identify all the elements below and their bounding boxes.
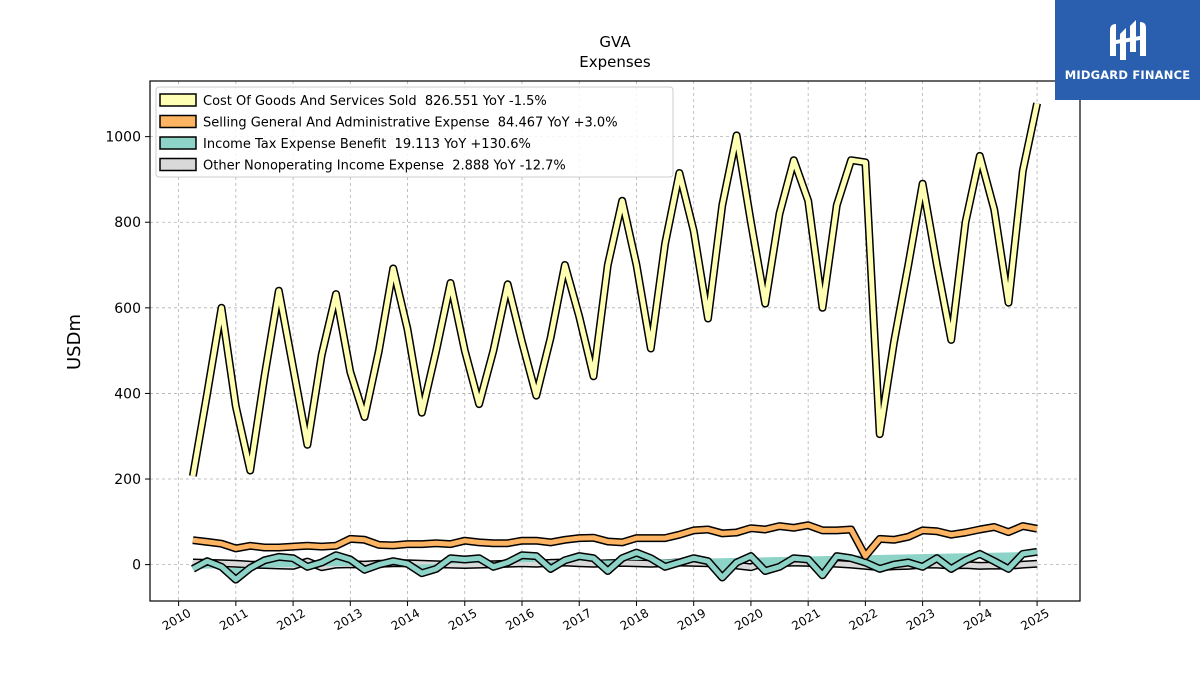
y-tick-label: 400	[114, 386, 141, 402]
x-tick-label: 2014	[389, 606, 422, 633]
legend-item: Cost Of Goods And Services Sold 826.551 …	[159, 93, 547, 109]
x-tick-label: 2015	[446, 606, 479, 633]
series-1	[188, 102, 1042, 477]
x-tick-label: 2013	[332, 606, 365, 633]
logo-mark-icon	[1109, 20, 1146, 60]
series-line	[192, 522, 1038, 559]
y-tick-label: 800	[114, 215, 141, 231]
legend-swatch	[159, 157, 197, 172]
x-tick-label: 2012	[274, 606, 307, 633]
legend-label: Selling General And Administrative Expen…	[203, 116, 618, 131]
legend-item: Other Nonoperating Income Expense 2.888 …	[159, 157, 566, 174]
legend-box	[155, 86, 674, 178]
chart-subtitle: Expenses	[579, 53, 651, 71]
y-tick-label: 1000	[105, 130, 141, 146]
x-tick-label: 2024	[961, 606, 994, 633]
legend: Cost Of Goods And Services Sold 826.551 …	[155, 86, 674, 178]
brand-name: MIDGARD FINANCE	[1064, 68, 1191, 82]
y-axis-label: USDm	[64, 314, 85, 370]
y-tick-label: 200	[114, 472, 141, 488]
chart-title: GVA	[599, 33, 631, 51]
x-tick-label: 2025	[1018, 606, 1051, 633]
legend-item: Income Tax Expense Benefit 19.113 YoY +1…	[159, 136, 531, 152]
plot-frame	[149, 80, 1081, 602]
x-tick-label: 2017	[561, 606, 594, 633]
x-tick-label: 2018	[618, 606, 651, 633]
series-line	[190, 102, 1040, 477]
series-area	[192, 551, 1038, 580]
series-layer	[188, 102, 1042, 584]
legend-label: Income Tax Expense Benefit 19.113 YoY +1…	[203, 137, 531, 152]
series-line	[191, 549, 1038, 583]
x-tick-label: 2016	[503, 606, 536, 633]
legend-label: Cost Of Goods And Services Sold 826.551 …	[203, 94, 547, 109]
series-3	[191, 547, 1038, 584]
legend-item: Selling General And Administrative Expen…	[159, 114, 618, 131]
legend-label: Other Nonoperating Income Expense 2.888 …	[203, 159, 566, 174]
legend-swatch	[159, 136, 197, 150]
series-2	[192, 521, 1038, 561]
legend-swatch	[159, 93, 197, 107]
x-tick-label: 2021	[789, 606, 822, 633]
y-tick-label: 0	[132, 558, 141, 574]
brand-logo: MIDGARD FINANCE	[1055, 0, 1200, 100]
x-tick-label: 2022	[847, 606, 880, 633]
x-tick-label: 2011	[217, 606, 250, 633]
x-tick-label: 2020	[732, 606, 765, 633]
y-tick-label: 600	[114, 301, 141, 317]
x-tick-label: 2019	[675, 606, 708, 633]
x-tick-label: 2010	[160, 606, 193, 633]
legend-swatch	[159, 114, 197, 129]
x-tick-label: 2023	[904, 606, 937, 633]
